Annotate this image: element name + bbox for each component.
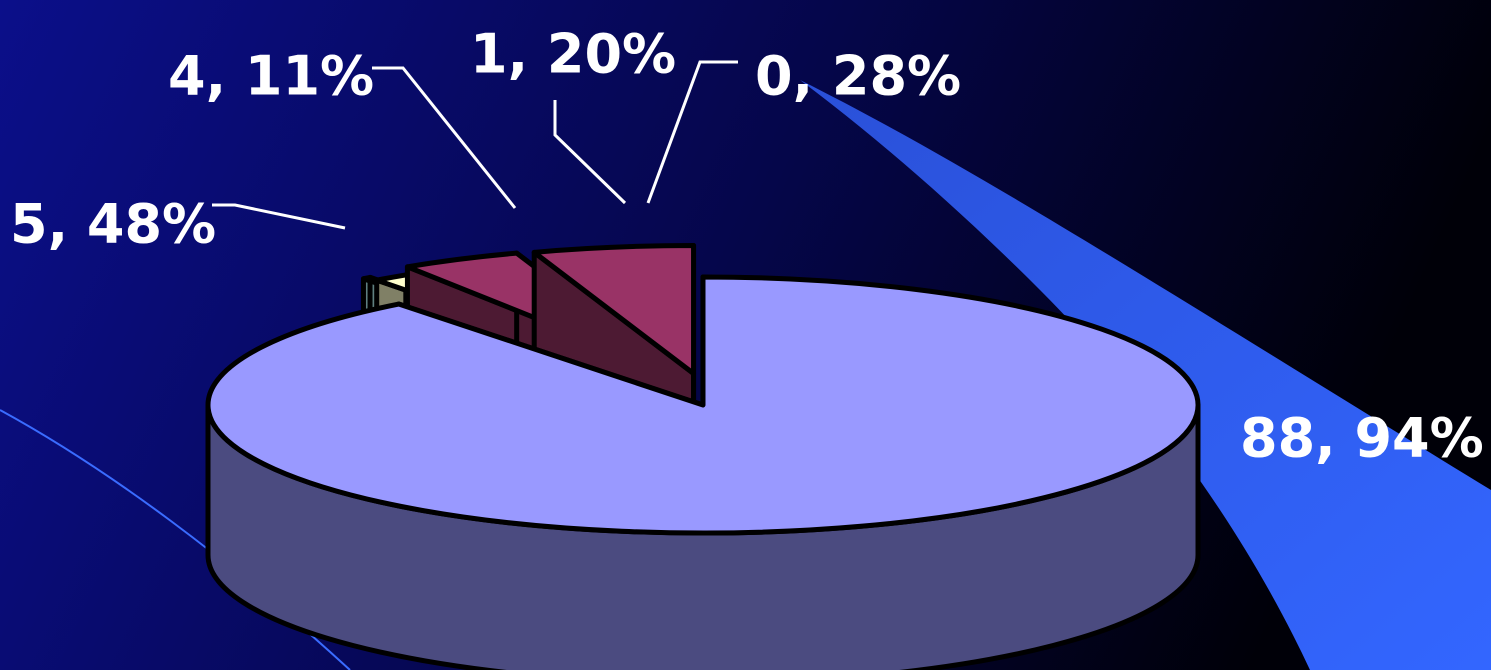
leader-line (372, 66, 517, 209)
slice-label: 5, 48% (10, 193, 216, 256)
slice-label: 4, 11% (168, 45, 374, 108)
slice-label: 88, 94% (1240, 407, 1484, 470)
leader-line (646, 60, 738, 204)
slice-label: 1, 20% (470, 23, 676, 86)
leader-line (553, 100, 627, 205)
slice-top (205, 274, 1201, 536)
slice-top (531, 243, 697, 377)
slice-label: 0, 28% (755, 45, 961, 108)
pie-slice (205, 274, 1201, 670)
leader-line (212, 203, 346, 230)
